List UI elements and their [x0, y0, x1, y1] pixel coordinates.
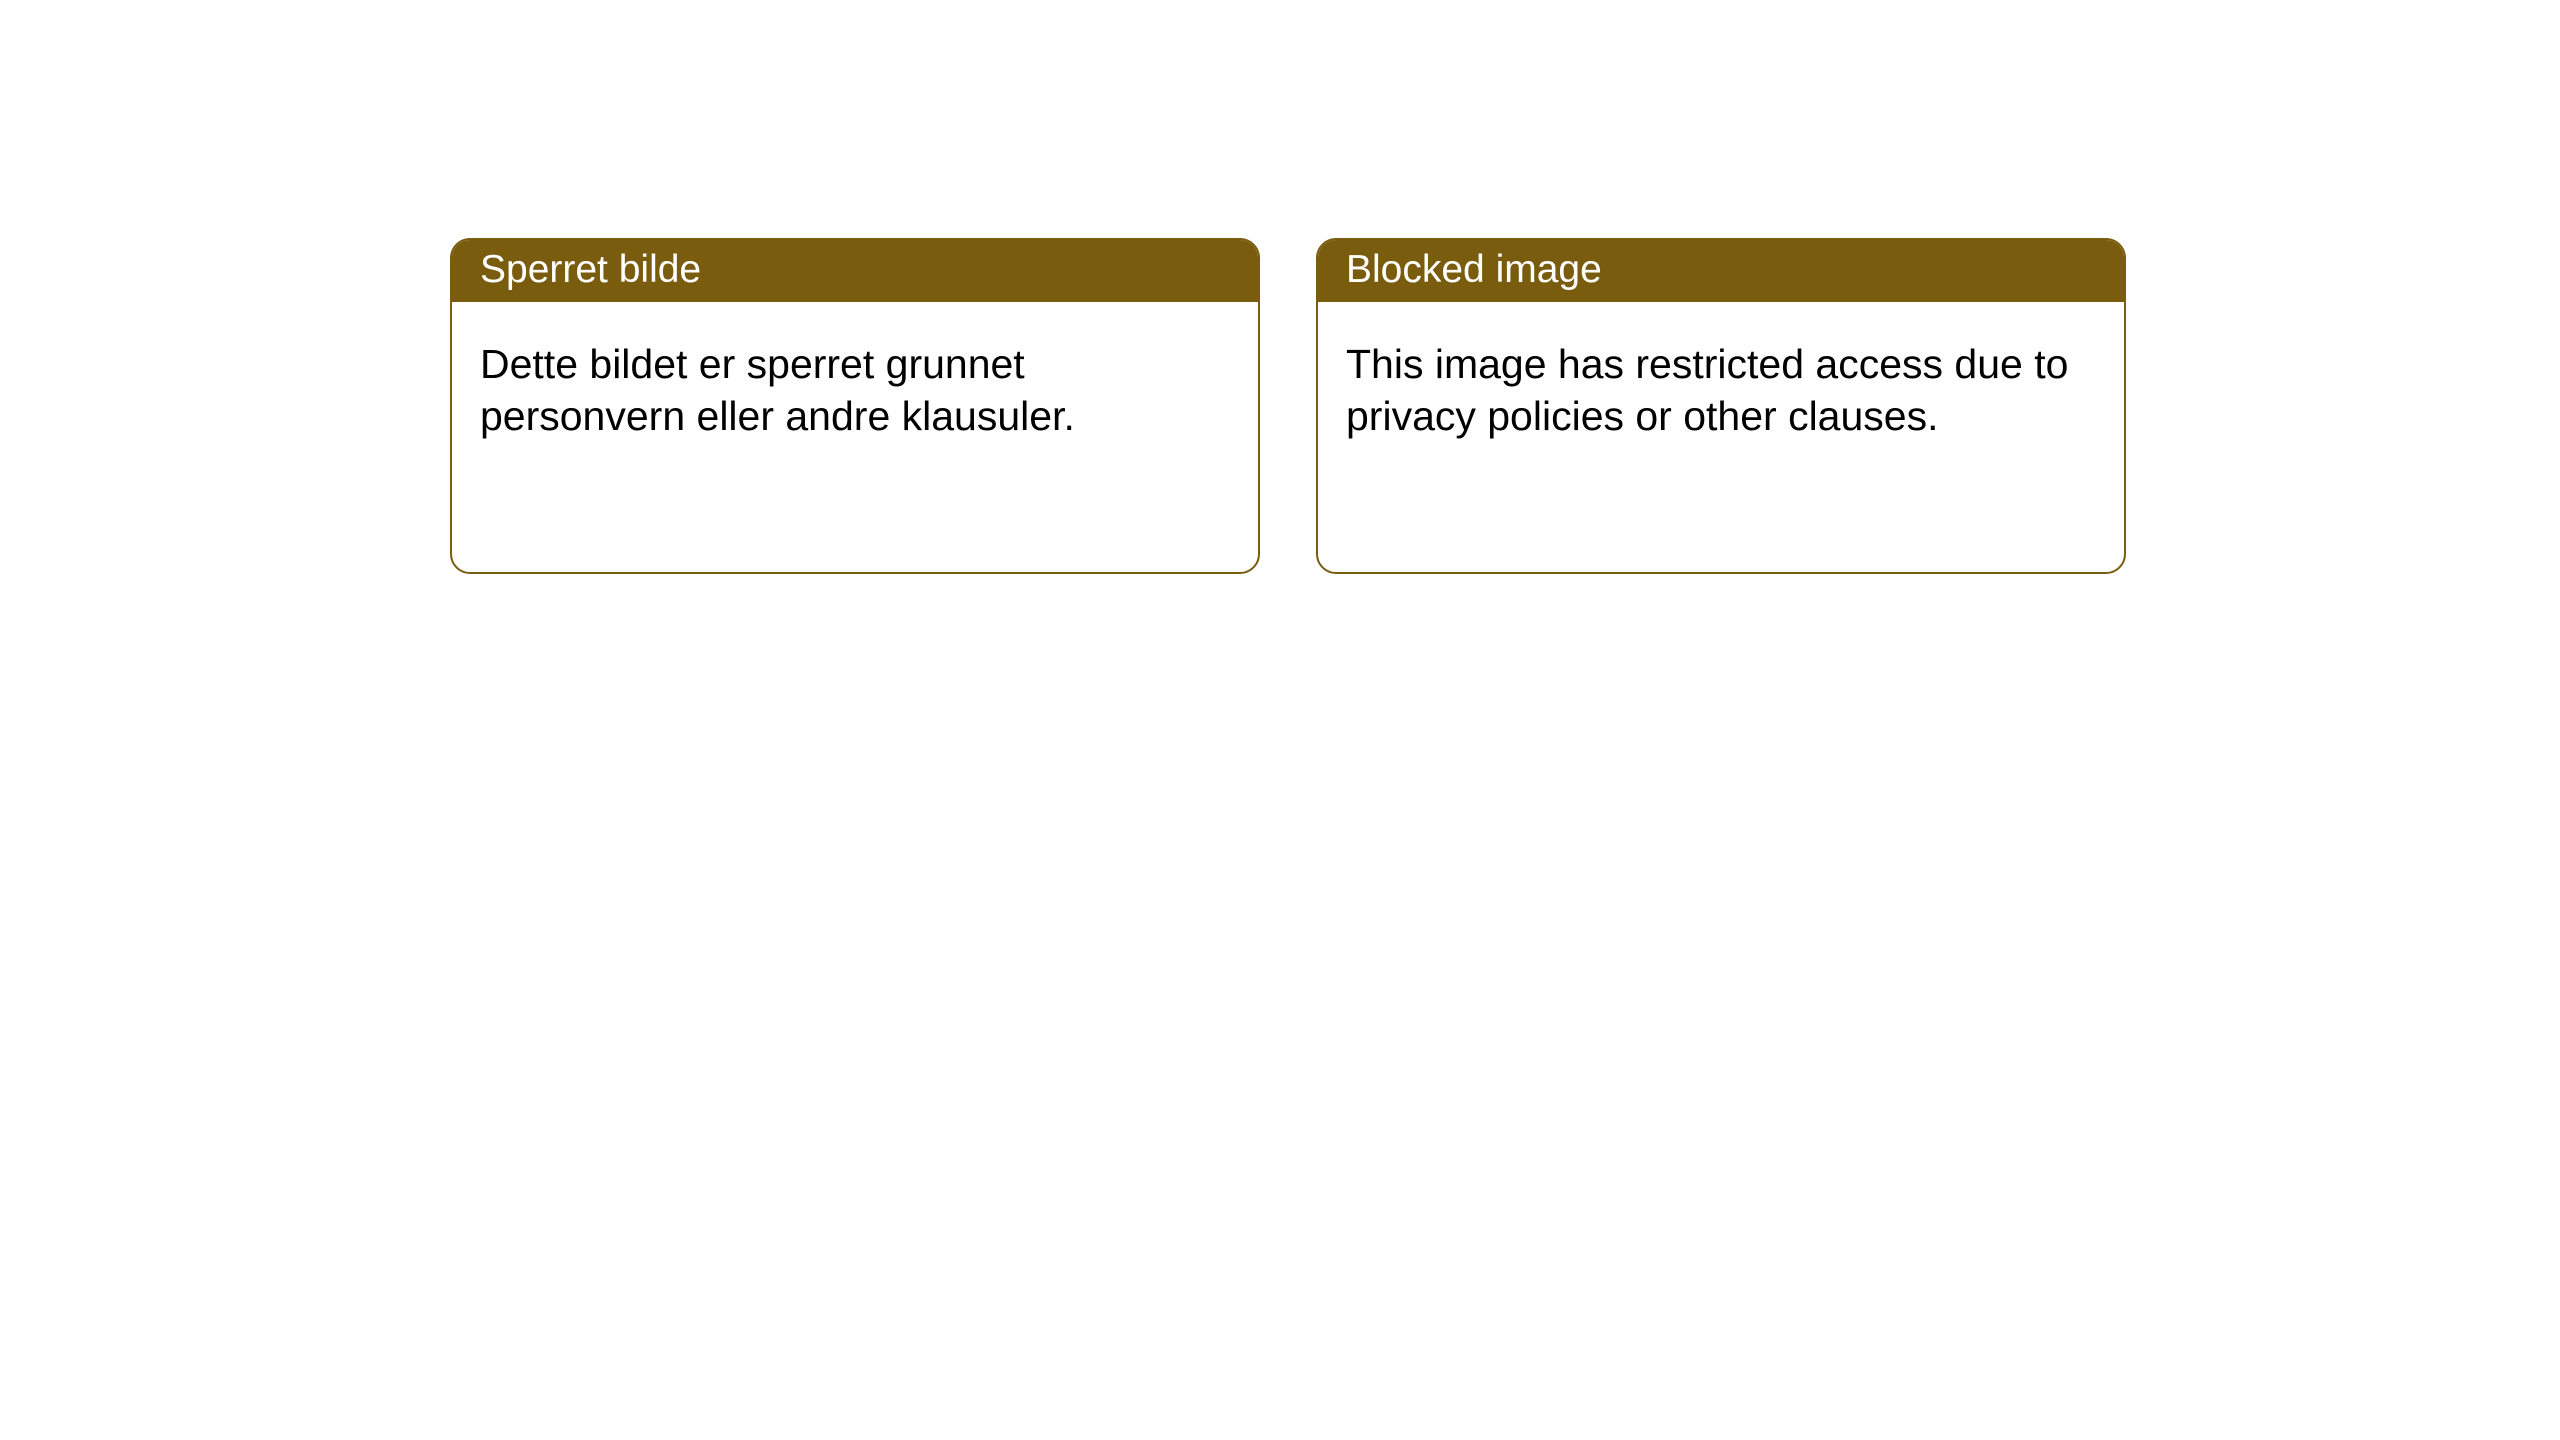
notice-header-norwegian: Sperret bilde: [452, 240, 1258, 302]
notice-body-norwegian: Dette bildet er sperret grunnet personve…: [452, 302, 1258, 572]
notice-container: Sperret bilde Dette bildet er sperret gr…: [0, 0, 2560, 574]
notice-card-english: Blocked image This image has restricted …: [1316, 238, 2126, 574]
notice-card-norwegian: Sperret bilde Dette bildet er sperret gr…: [450, 238, 1260, 574]
notice-body-english: This image has restricted access due to …: [1318, 302, 2124, 572]
notice-header-english: Blocked image: [1318, 240, 2124, 302]
